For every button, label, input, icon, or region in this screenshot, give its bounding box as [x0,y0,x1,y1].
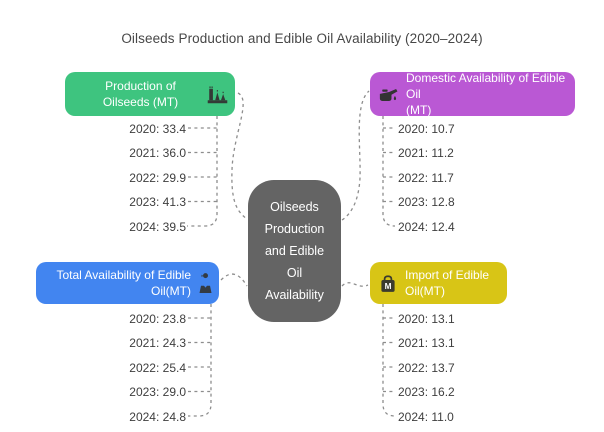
support-person-icon [195,271,215,295]
value-domestic-2022: 2022: 11.7 [398,170,454,185]
center-node: Oilseeds Production and Edible Oil Avail… [248,180,341,322]
branch-label: Production of Oilseeds (MT) [102,79,179,109]
trunk-total [188,304,212,417]
value-total-2023: 2023: 29.0 [129,385,186,399]
diagram-title: Oilseeds Production and Edible Oil Avail… [121,31,483,46]
branch-node-import: M Import of Edible Oil(MT) [370,262,507,304]
trunk-import [382,304,396,417]
value-total-2021: 2021: 24.3 [129,336,186,350]
value-domestic-2020: 2020: 10.7 [398,121,455,136]
value-import-2023: 2023: 16.2 [398,385,455,399]
value-domestic-2023: 2023: 12.8 [398,195,455,209]
branch-node-total: Total Availability of Edible Oil(MT) [36,262,219,304]
branch-label: Import of Edible Oil(MT) [405,268,490,298]
value-production-2021: 2021: 36.0 [129,146,186,160]
edge-center-production [231,92,248,220]
branch-label: Domestic Availability of Edible Oil (MT) [406,71,566,117]
center-node-line: Oil [286,266,303,280]
svg-text:M: M [385,282,392,291]
value-domestic-2021: 2021: 11.2 [398,146,454,160]
value-import-2020: 2020: 13.1 [398,311,455,326]
value-production-2022: 2022: 29.9 [129,170,186,185]
center-node-line: and Edible [264,244,325,258]
value-total-2022: 2022: 25.4 [129,360,186,375]
value-import-2022: 2022: 13.7 [398,360,455,375]
branch-node-domestic: Domestic Availability of Edible Oil (MT) [370,71,575,117]
center-node-line: Availability [265,288,324,302]
edge-center-domestic [341,90,370,221]
value-production-2023: 2023: 41.3 [129,195,186,209]
shopping-bag-icon: M [377,272,399,295]
value-domestic-2024: 2024: 12.4 [398,219,455,234]
value-import-2024: 2024: 11.0 [398,409,454,424]
oil-can-icon [377,83,400,106]
branch-node-production: Production of Oilseeds (MT) [65,72,235,116]
trunk-production [187,116,218,227]
value-total-2024: 2024: 24.8 [129,409,186,424]
trunk-domestic [382,116,396,227]
value-production-2020: 2020: 33.4 [129,121,186,136]
value-production-2024: 2024: 39.5 [129,219,186,234]
branch-label: Total Availability of Edible Oil(MT) [56,268,191,298]
factory-icon [206,83,229,106]
value-total-2020: 2020: 23.8 [129,311,186,326]
edge-center-total [220,273,248,287]
value-import-2021: 2021: 13.1 [398,336,455,350]
edge-center-import [341,282,369,287]
center-node-line: Production [264,222,325,236]
center-node-line: Oilseeds [270,200,319,214]
